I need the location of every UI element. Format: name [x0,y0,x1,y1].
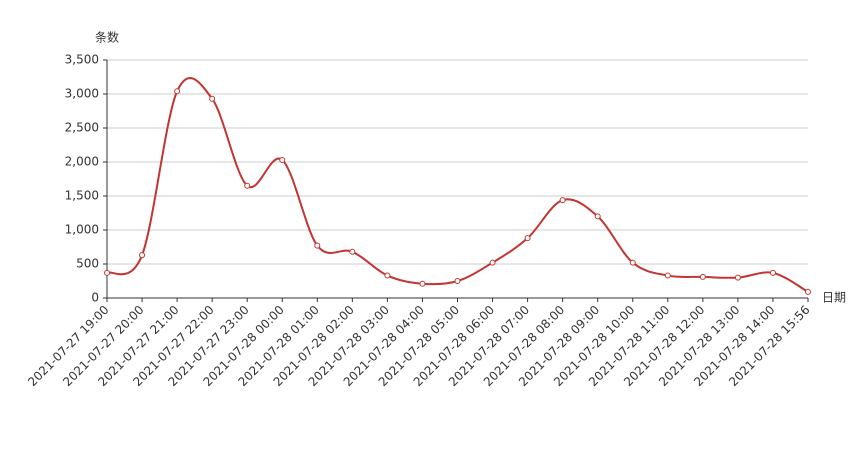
y-tick-label: 500 [76,257,99,271]
data-point [559,197,566,204]
data-point [769,269,776,276]
data-point [489,259,496,266]
data-point [419,280,426,287]
y-tick-label: 3,500 [65,53,99,67]
data-point [139,252,146,259]
data-point [805,288,811,295]
y-tick-label: 2,000 [65,155,99,169]
y-tick-label: 1,000 [65,223,99,237]
data-point [279,156,286,163]
x-axis-label: 日期 [822,291,846,305]
y-tick-label: 1,500 [65,189,99,203]
data-point [454,278,461,284]
data-point [314,242,321,249]
data-point [349,248,356,255]
data-point [664,272,671,279]
y-axis-label: 条数 [95,30,119,45]
data-point [629,259,636,266]
data-point [209,95,216,102]
y-tick-label: 2,500 [65,121,99,135]
data-point [174,88,181,95]
data-point [104,269,110,276]
data-point [524,235,531,242]
data-point [734,274,741,281]
data-point [699,273,706,280]
data-line [106,77,809,293]
data-point [384,272,391,279]
data-point [244,182,251,189]
data-point [594,213,601,220]
y-tick-label: 0 [91,291,99,305]
y-tick-label: 3,000 [65,87,99,101]
